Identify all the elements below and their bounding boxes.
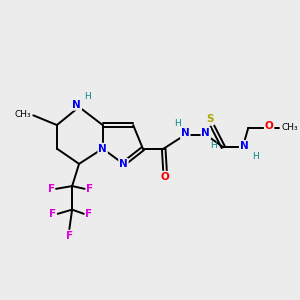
Text: F: F	[86, 184, 93, 194]
Text: N: N	[202, 128, 210, 138]
Text: H: H	[252, 152, 259, 161]
Text: N: N	[73, 100, 81, 110]
Text: O: O	[265, 121, 274, 130]
Text: N: N	[181, 128, 190, 138]
Text: F: F	[47, 184, 55, 194]
Text: H: H	[84, 92, 91, 101]
Text: F: F	[49, 209, 56, 219]
Text: F: F	[66, 231, 73, 241]
Text: O: O	[161, 172, 170, 182]
Text: F: F	[85, 209, 92, 219]
Text: CH₃: CH₃	[282, 123, 298, 132]
Text: H: H	[210, 141, 217, 150]
Text: H: H	[174, 118, 181, 127]
Text: S: S	[206, 115, 214, 124]
Text: N: N	[240, 141, 248, 151]
Text: N: N	[98, 144, 107, 154]
Text: CH₃: CH₃	[14, 110, 31, 119]
Text: N: N	[119, 159, 128, 169]
